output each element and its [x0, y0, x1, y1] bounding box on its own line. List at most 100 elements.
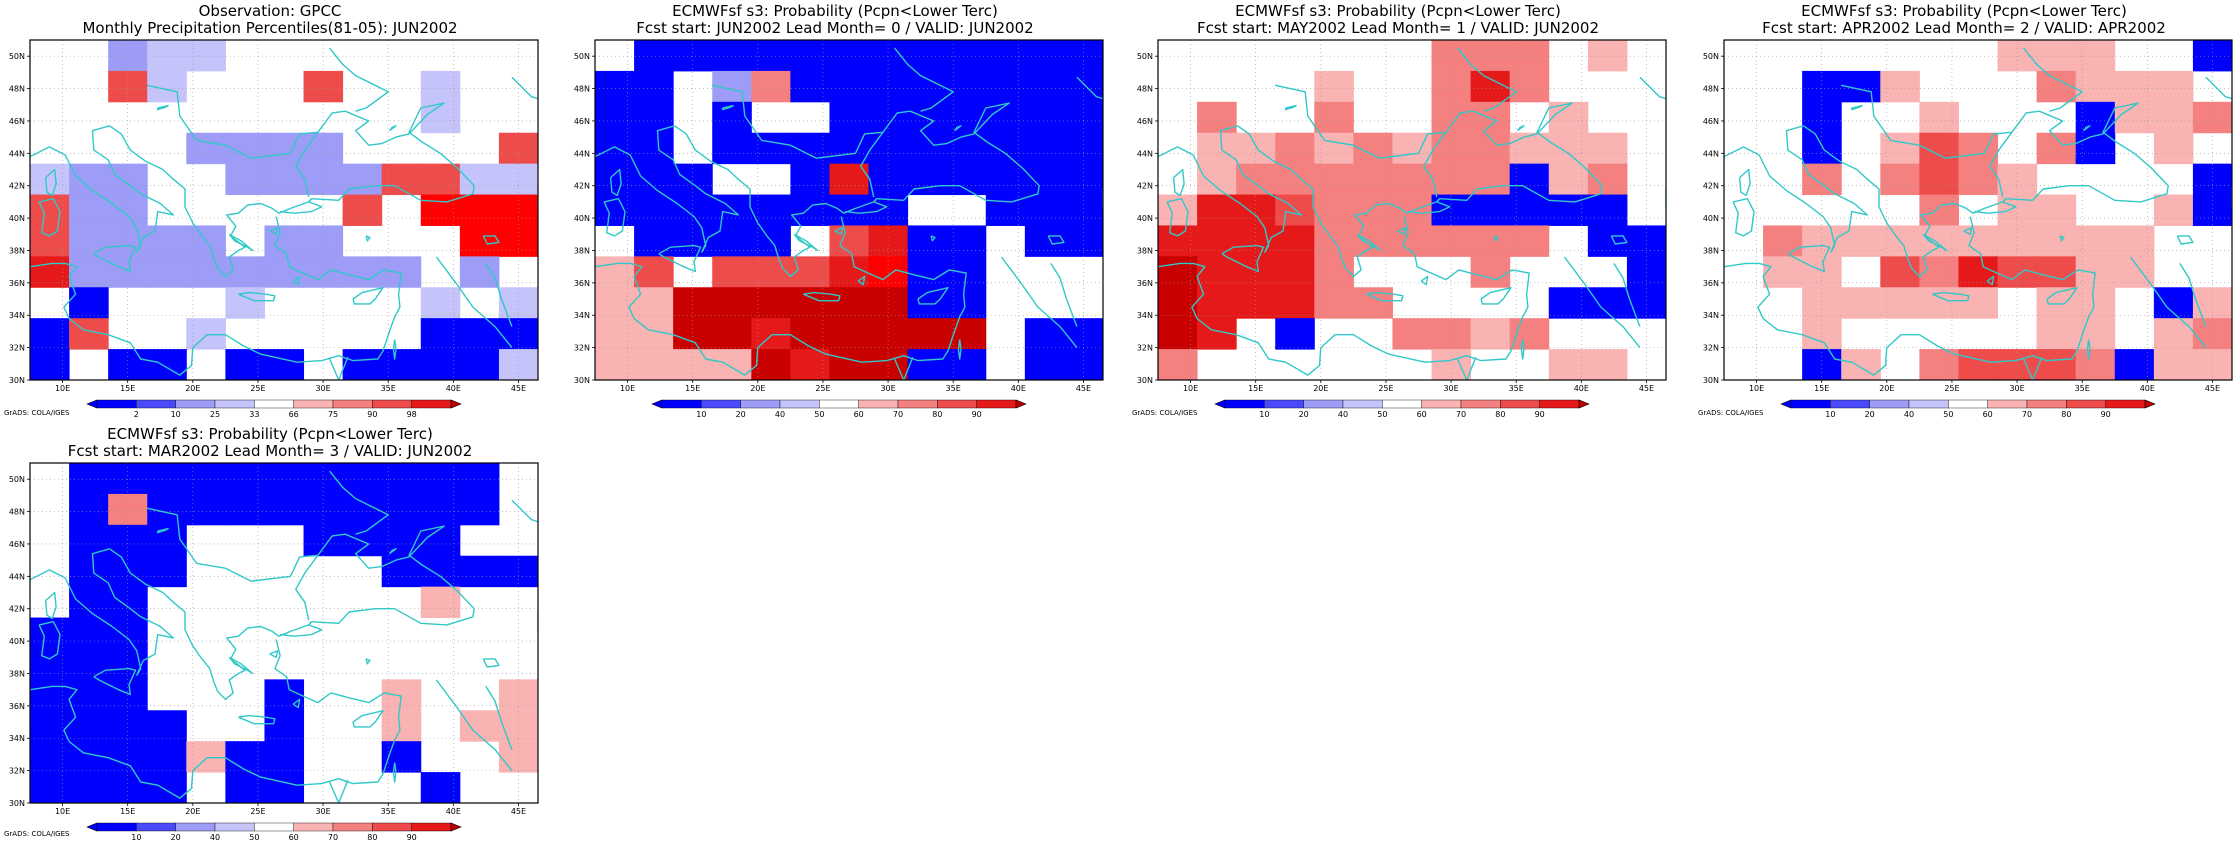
grid-cell [634, 70, 674, 103]
lat-tick-label: 50N [9, 475, 25, 484]
grid-cell [2114, 70, 2155, 103]
grid-cell [1158, 349, 1198, 381]
lon-tick-label: 15E [120, 384, 135, 393]
grid-cell [829, 349, 870, 381]
grid-cell [790, 287, 830, 319]
lat-tick-label: 48N [574, 85, 590, 94]
map-frame [1723, 39, 2233, 381]
grid-cell [1063, 101, 1104, 134]
grid-cell [381, 741, 422, 773]
grid-cell [1548, 287, 1589, 319]
grid-cell [264, 493, 305, 526]
lon-tick-label: 20E [1313, 384, 1328, 393]
lat-tick-label: 36N [1703, 279, 1719, 288]
colorbar-tick-label: 40 [1338, 410, 1348, 419]
grid-cell [108, 194, 148, 226]
grid-cell [1626, 225, 1667, 257]
grid-cell [225, 493, 265, 526]
lat-tick-label: 34N [9, 311, 25, 320]
lat-tick-label: 30N [9, 799, 25, 808]
colorbar-swatch [819, 399, 859, 409]
grid-cell [2036, 40, 2077, 72]
grid-cells [595, 40, 1104, 381]
grid-cell [1063, 225, 1104, 257]
grid-cell [1431, 225, 1472, 257]
grid-cell [907, 225, 948, 257]
grid-cells [1158, 40, 1667, 381]
grid-cell [829, 101, 870, 134]
grid-cell [1880, 70, 1920, 103]
grid-cell [69, 679, 109, 711]
colorbar-swatch [293, 822, 334, 832]
grid-cell [634, 132, 674, 165]
lat-tick-label: 50N [574, 52, 590, 61]
grid-cell [264, 463, 305, 495]
grid-cell [2153, 70, 2194, 103]
colorbar-swatch [293, 399, 334, 409]
grid-cell [634, 163, 674, 196]
colorbar-swatch [1987, 399, 2028, 409]
grid-cell [2075, 225, 2116, 257]
grid-cell [147, 256, 187, 288]
grid-cell [459, 256, 500, 288]
grid-cell [147, 349, 187, 381]
grid-cell [790, 70, 830, 103]
grid-cell [186, 132, 226, 165]
grid-cell [1158, 256, 1198, 288]
grid-cell [225, 772, 265, 804]
lat-tick-label: 30N [1137, 376, 1153, 385]
grid-cell [1063, 194, 1104, 226]
lat-tick-label: 32N [1703, 344, 1719, 353]
grid-cell [381, 493, 422, 526]
grid-cell [498, 710, 539, 742]
grid-cell [225, 287, 265, 319]
colorbar-swatch [1224, 399, 1265, 409]
colorbar-swatch [96, 822, 137, 832]
grid-cell [225, 163, 265, 196]
grid-cell [2075, 40, 2116, 72]
lat-tick-label: 36N [574, 279, 590, 288]
grid-cell [1958, 287, 1999, 319]
lon-tick-label: 15E [1814, 384, 1829, 393]
grid-cell [147, 710, 187, 742]
grid-cell [1275, 287, 1315, 319]
grid-cell [2036, 256, 2077, 288]
colorbar: 2 10 25 33 66 75 90 98 [86, 399, 462, 419]
colorbar-tick-label: 50 [249, 833, 259, 840]
colorbar-tick-label: 70 [893, 410, 903, 419]
grid-cell [420, 493, 461, 526]
grid-cell [1236, 287, 1276, 319]
grid-cell [790, 318, 830, 350]
grid-cell [1470, 318, 1511, 350]
grid-cell [69, 586, 109, 619]
grid-cell [264, 163, 305, 196]
colorbar-tick-label: 70 [1456, 410, 1466, 419]
grid-cell [1024, 70, 1065, 103]
colorbar-swatch [1500, 399, 1540, 409]
grid-cell [30, 772, 70, 804]
panel-title-line1: Observation: GPCC [198, 2, 342, 20]
grid-cell [420, 463, 461, 495]
grid-cell [829, 256, 870, 288]
colorbar-swatch [1421, 399, 1462, 409]
colorbar-swatch [1539, 399, 1580, 409]
grid-cell [634, 194, 674, 226]
colorbar-tick-label: 60 [289, 833, 299, 840]
grid-cell [1841, 225, 1881, 257]
grid-cell [342, 463, 383, 495]
colorbar-tick-label: 40 [210, 833, 220, 840]
grid-cell [2192, 40, 2233, 72]
grid-cell [1470, 101, 1511, 134]
grid-cell [69, 493, 109, 526]
colorbar-tick-label: 50 [1377, 410, 1387, 419]
lon-tick-label: 10E [55, 384, 70, 393]
colorbar-swatch [1303, 399, 1344, 409]
grid-cell [381, 679, 422, 711]
panel-title-line1: ECMWFsf s3: Probability (Pcpn<Lower Terc… [672, 2, 998, 20]
grid-cell [829, 318, 870, 350]
grid-cell [69, 555, 109, 588]
grid-cell [381, 349, 422, 381]
lon-tick-label: 10E [55, 807, 70, 816]
lat-tick-label: 42N [9, 605, 25, 614]
grid-cell [946, 163, 987, 196]
